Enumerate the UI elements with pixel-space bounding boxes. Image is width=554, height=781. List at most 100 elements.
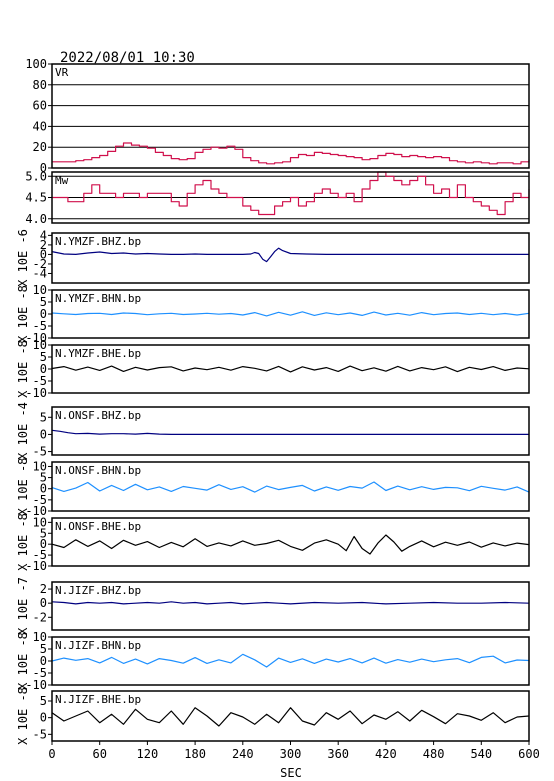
x-axis-label: SEC [280,766,302,780]
y-tick-label: -5 [33,493,47,507]
x-tick-label: 240 [232,747,254,761]
series-line [51,429,529,435]
y-tick-label: 20 [33,140,47,154]
panel-label: N.ONSF.BHE.bp [55,520,141,533]
y-tick-label: 5 [40,350,47,364]
panel: -5 0 5 N.ONSF.BHZ.bp X 10E -4 [16,402,530,460]
y-tick-label: 4.0 [25,212,47,226]
panel-label: N.ONSF.BHN.bp [55,464,141,477]
panel-frame [51,63,530,169]
series-line [51,601,530,605]
y-tick-label: 0 [40,247,47,261]
y-tick-label: 5 [40,471,47,485]
panel-label: N.JIZF.BHZ.bp [55,584,141,597]
x-tick-label: 600 [518,747,540,761]
panel: -5 0 5 N.JIZF.BHE.bp X 10E -8 [16,687,530,745]
y-tick-label: 10 [33,283,47,297]
scale-label: X 10E -8 [16,632,30,690]
scale-label: X 10E -8 [16,285,30,343]
y-tick-label: -5 [33,445,47,459]
panel: 0 20 40 60 80 100 VR [25,57,530,175]
scale-label: X 10E -8 [16,687,30,745]
y-tick-label: 0 [40,482,47,496]
panel-label: N.ONSF.BHZ.bp [55,409,141,422]
scale-label: X 10E -8 [16,513,30,571]
y-tick-label: -10 [25,678,47,692]
y-tick-label: -10 [25,331,47,345]
y-tick-label: 5 [40,526,47,540]
x-tick-label: 300 [280,747,302,761]
y-tick-label: 5 [40,295,47,309]
panel-frame [51,289,530,339]
x-tick-label: 0 [48,747,55,761]
panel-frame [51,344,530,394]
series-line [51,247,529,263]
series-line [52,142,530,165]
series-line [51,311,530,317]
y-tick-label: 5 [40,410,47,424]
y-tick-label: 0 [40,362,47,376]
panel: -202 N.JIZF.BHZ.bp X 10E -7 [16,577,530,635]
y-tick-label: 0 [40,161,47,175]
y-tick-label: 100 [25,57,47,71]
y-tick-label: 0 [40,654,47,668]
y-tick-label: -2 [33,610,47,624]
panel-label: N.YMZF.BHZ.bp [55,235,141,248]
panel-label: N.JIZF.BHN.bp [55,639,141,652]
y-tick-label: 10 [33,338,47,352]
y-tick-label: -10 [25,559,47,573]
y-tick-label: -5 [33,548,47,562]
panel: 4.0 4.5 5.0 Mw [25,169,530,226]
series-line [51,653,530,668]
x-tick-label: 180 [184,747,206,761]
y-tick-label: 4.5 [25,191,47,205]
scale-label: X 10E -4 [16,402,30,460]
y-tick-label: -4 [33,266,47,280]
y-tick-label: 60 [33,99,47,113]
y-tick-label: -5 [33,319,47,333]
y-tick-label: 10 [33,515,47,529]
x-tick-label: 120 [137,747,159,761]
series-line [52,171,530,216]
x-tick-label: 480 [423,747,445,761]
y-tick-label: -5 [33,666,47,680]
panel-label: N.YMZF.BHE.bp [55,347,141,360]
x-tick-label: 360 [327,747,349,761]
y-tick-label: 4 [40,228,47,242]
panel-frame [51,171,530,224]
y-tick-label: 10 [33,630,47,644]
x-tick-label: 540 [470,747,492,761]
scale-label: X 10E -7 [16,577,30,635]
y-tick-label: 0 [40,427,47,441]
y-tick-label: 10 [33,459,47,473]
series-line [51,707,530,727]
date-time-label: 2022/08/01 10:30 [60,50,195,66]
y-tick-label: -5 [33,727,47,741]
panel-label: Mw [55,174,69,187]
panel-frame [51,406,530,456]
series-line [51,481,530,493]
y-tick-label: 0 [40,711,47,725]
x-tick-label: 420 [375,747,397,761]
scale-label: X 10E -8 [16,458,30,516]
y-tick-label: -10 [25,386,47,400]
y-tick-label: 5 [40,694,47,708]
panel-frame [51,517,530,567]
y-tick-label: -10 [25,504,47,518]
y-tick-label: -2 [33,257,47,271]
series-line [51,365,530,373]
y-tick-label: 0 [40,537,47,551]
panel-frame [51,636,530,686]
panel-frame [51,581,530,631]
series-line [51,534,530,555]
y-tick-label: 2 [40,582,47,596]
y-tick-label: 80 [33,78,47,92]
x-axis: 0 60 120 180 240 300 360 420 480 540 600 [48,741,540,761]
